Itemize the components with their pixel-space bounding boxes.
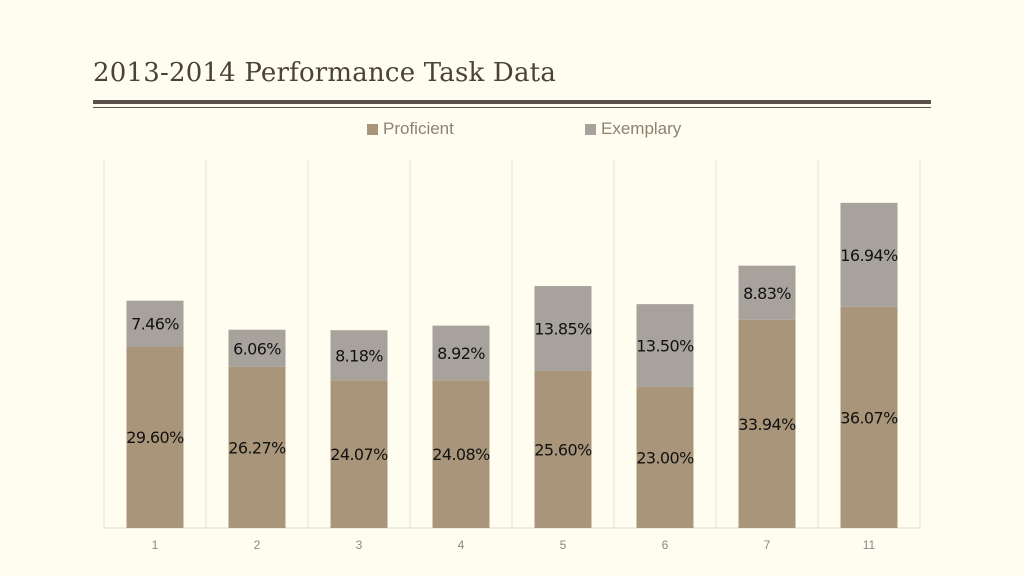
chart-legend: Proficient Exemplary [0,119,1024,143]
bar-proficient-7 [738,319,796,528]
x-tick-label-3: 3 [356,538,363,552]
legend-label-proficient: Proficient [383,119,454,138]
data-label-exemplary-6: 13.50% [636,337,694,356]
data-label-exemplary-11: 16.94% [840,246,898,265]
bar-exemplary-6 [636,304,694,387]
bar-proficient-2 [228,366,286,528]
x-tick-label-1: 1 [152,538,159,552]
legend-label-exemplary: Exemplary [601,119,682,138]
x-tick-label-7: 7 [764,538,771,552]
bar-exemplary-7 [738,265,796,320]
x-tick-label-6: 6 [662,538,669,552]
bar-exemplary-5 [534,286,592,371]
title-rule-thin [93,107,931,108]
bar-proficient-11 [840,306,898,528]
data-label-proficient-7: 33.94% [738,415,796,434]
data-label-proficient-1: 29.60% [126,428,184,447]
legend-swatch-exemplary [585,123,596,135]
bar-proficient-6 [636,386,694,528]
bar-proficient-4 [432,380,490,528]
x-tick-label-11: 11 [863,538,876,552]
chart-title: 2013-2014 Performance Task Data [93,58,557,88]
x-tick-label-5: 5 [560,538,567,552]
bar-exemplary-3 [330,330,388,381]
data-label-exemplary-5: 13.85% [534,320,592,339]
x-tick-label-4: 4 [458,538,465,552]
bar-exemplary-1 [126,300,184,347]
bar-exemplary-4 [432,325,490,381]
title-rule-thick [93,100,931,104]
legend-item-exemplary: Exemplary [585,119,681,139]
data-label-exemplary-4: 8.92% [437,344,485,363]
bar-proficient-5 [534,370,592,528]
data-label-exemplary-7: 8.83% [743,284,791,303]
data-label-proficient-6: 23.00% [636,448,694,467]
data-label-proficient-5: 25.60% [534,440,592,459]
bar-proficient-3 [330,380,388,528]
bar-exemplary-2 [228,329,286,367]
data-label-proficient-4: 24.08% [432,445,490,464]
data-label-exemplary-3: 8.18% [335,346,383,365]
bar-exemplary-11 [840,202,898,307]
x-tick-label-2: 2 [254,538,261,552]
data-label-proficient-3: 24.07% [330,445,388,464]
data-label-exemplary-2: 6.06% [233,339,281,358]
data-label-proficient-11: 36.07% [840,408,898,427]
legend-swatch-proficient [367,123,378,135]
data-label-exemplary-1: 7.46% [131,315,179,334]
legend-item-proficient: Proficient [367,119,454,139]
bar-proficient-1 [126,346,184,528]
data-label-proficient-2: 26.27% [228,438,286,457]
